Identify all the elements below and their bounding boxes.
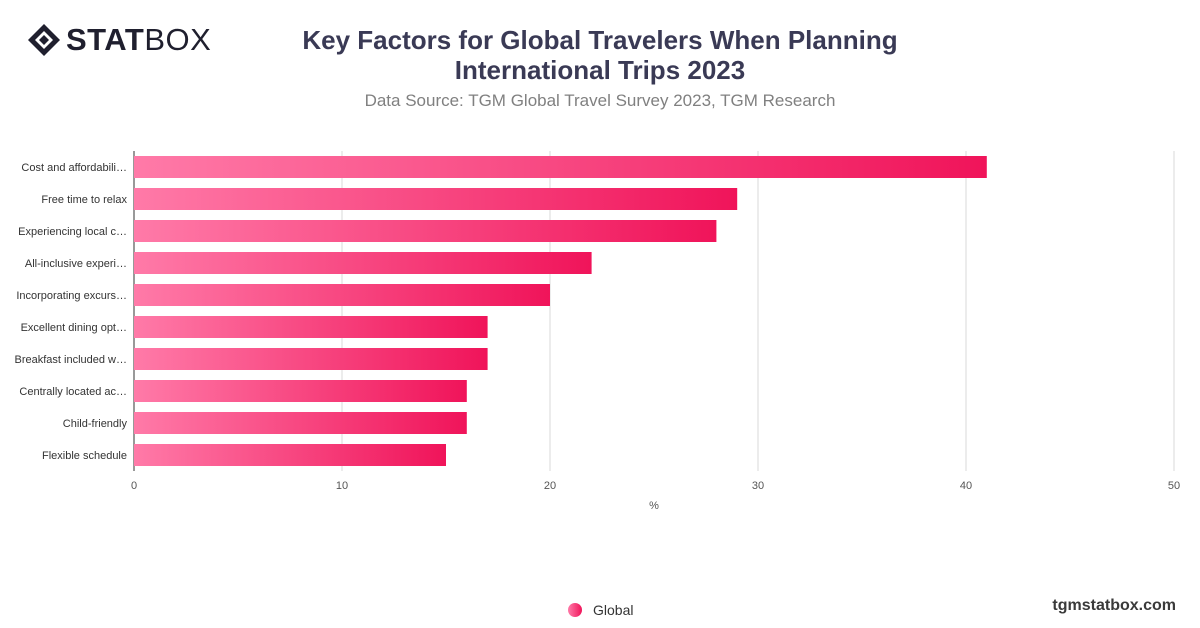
logo-text-bold: STAT xyxy=(66,22,145,57)
website-label: tgmstatbox.com xyxy=(1052,597,1176,614)
category-label: Excellent dining opt… xyxy=(21,322,127,334)
category-labels: Cost and affordabili… Free time to relax E… xyxy=(15,162,128,462)
category-label: Breakfast included w… xyxy=(15,354,128,366)
statbox-diamond-icon xyxy=(28,24,60,56)
category-label: Cost and affordabili… xyxy=(21,162,127,174)
x-axis-label: % xyxy=(649,500,659,512)
x-tick-label: 30 xyxy=(752,480,764,492)
legend[interactable]: Global xyxy=(568,602,633,618)
category-label: Flexible schedule xyxy=(42,450,127,462)
bar xyxy=(134,380,467,402)
chart-title: Key Factors for Global Travelers When Pl… xyxy=(302,25,898,85)
x-tick-label: 50 xyxy=(1168,480,1180,492)
bar xyxy=(134,156,987,178)
category-label: Free time to relax xyxy=(41,194,127,206)
category-label: Incorporating excurs… xyxy=(16,290,127,302)
category-label: Centrally located ac… xyxy=(19,386,127,398)
bar xyxy=(134,188,738,210)
bar xyxy=(134,284,550,306)
bar xyxy=(134,316,488,338)
statbox-logo: STATBOX xyxy=(26,22,211,58)
bar xyxy=(134,220,717,242)
bar-chart: Cost and affordabili… Free time to relax E… xyxy=(15,151,1180,512)
chart-subtitle: Data Source: TGM Global Travel Survey 20… xyxy=(364,91,836,110)
bar xyxy=(134,348,488,370)
bars xyxy=(134,156,987,466)
x-tick-label: 0 xyxy=(131,480,137,492)
legend-label-global: Global xyxy=(593,602,634,618)
category-label: Child-friendly xyxy=(63,418,128,430)
x-tick-label: 20 xyxy=(544,480,556,492)
x-tick-labels: 0 10 20 30 40 50 xyxy=(131,480,1180,492)
bar xyxy=(134,412,467,434)
logo-wordmark: STATBOX xyxy=(66,22,211,58)
logo-text-light: BOX xyxy=(144,22,212,57)
x-tick-label: 10 xyxy=(336,480,348,492)
bar xyxy=(134,444,446,466)
category-label: All-inclusive experi… xyxy=(25,258,127,270)
bar xyxy=(134,252,592,274)
x-tick-label: 40 xyxy=(960,480,972,492)
legend-swatch-global xyxy=(568,603,582,617)
category-label: Experiencing local c… xyxy=(18,226,127,238)
